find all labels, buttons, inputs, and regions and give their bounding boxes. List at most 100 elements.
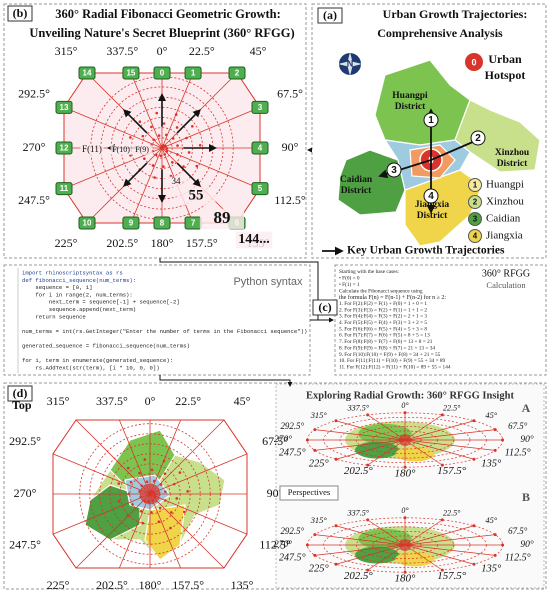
angle-label: 225°: [55, 236, 78, 250]
calc-line: 2. For F(3):F(3) = F(2) + F(1) = 1 + 1 =…: [339, 306, 427, 313]
district-label: Huangpi: [392, 91, 428, 101]
spiral-dot: [163, 472, 167, 475]
grid-ray: [404, 439, 475, 460]
grid-ray: [75, 419, 151, 495]
hotspot-core: [399, 539, 411, 551]
legend-label: Huangpi: [486, 179, 524, 191]
angle-label: 337.5°: [347, 508, 370, 517]
node-box: [122, 216, 140, 230]
annotation: 144...: [238, 232, 270, 247]
grid-ray: [404, 519, 443, 546]
north-label: N: [347, 58, 354, 68]
spiral-dot: [158, 506, 162, 510]
spiral-dot: [175, 497, 179, 500]
trajectory-marker: [470, 130, 486, 146]
grid-node: [334, 457, 338, 461]
grid-ray: [404, 544, 443, 571]
grid-node: [501, 438, 505, 442]
angle-label: 180°: [395, 573, 417, 585]
node-label: 12: [60, 144, 69, 153]
code-line: rs.AddText(str(term), [i * 10, 0, 0]): [22, 364, 160, 371]
growth-arrow: [123, 109, 148, 134]
spiral-dot: [139, 509, 143, 513]
node-box: [55, 141, 73, 155]
angle-label: 90°: [267, 486, 284, 500]
grid-node: [313, 448, 317, 452]
angle-label: 180°: [151, 236, 174, 250]
grid-ray: [404, 420, 475, 441]
spiral-dot: [162, 459, 166, 463]
calc-line: 10. For F(11):F(11) = F(10) + F(9) = 55 …: [339, 357, 446, 364]
angle-label: 292.5°: [18, 87, 50, 101]
panel-heading: Calculation: [486, 280, 526, 290]
angle-label: 22.5°: [175, 394, 201, 408]
district-label: District: [497, 159, 528, 169]
angle-label: 180°: [139, 578, 162, 592]
spiral-dot: [175, 126, 179, 129]
grid-node: [440, 568, 444, 572]
node-box: [122, 66, 140, 80]
trajectory-marker-label: 3: [391, 165, 397, 176]
map-blob: [109, 429, 176, 486]
trajectory-marker: [386, 162, 402, 178]
spiral-dot: [164, 490, 167, 493]
spiral-dot: [145, 480, 149, 484]
grid-ray: [63, 107, 163, 149]
spiral-dot: [157, 134, 161, 137]
calc-line: • F(1) = 1: [339, 281, 360, 288]
grid-node: [493, 428, 497, 432]
code-line: sequence = [0, 1]: [22, 284, 93, 291]
angle-label: 247.5°: [279, 447, 306, 458]
grid-ray: [404, 429, 496, 441]
grid-ray: [118, 419, 151, 495]
legend-marker-label: 4: [473, 232, 478, 241]
spiral-dot: [129, 136, 132, 139]
spiral-dot: [153, 176, 157, 179]
angle-label: 90°: [520, 434, 534, 445]
spiral-dot: [129, 480, 133, 484]
angle-label: 270°: [274, 434, 292, 445]
grid-ray: [149, 453, 248, 495]
spiral-dot: [165, 150, 169, 153]
calc-line: 11. For F(12):F(12) = F(11) + F(10) = 89…: [339, 363, 451, 370]
hotspot-label: Urban: [488, 52, 522, 66]
spiral-dot: [117, 499, 121, 503]
panel-label: (b): [13, 6, 28, 20]
grid-ray: [149, 493, 225, 569]
angle-label: 22.5°: [443, 403, 461, 412]
connector: [159, 375, 293, 387]
spiral-dot: [138, 471, 141, 475]
panel-heading: 360° RFGG: [482, 268, 530, 279]
legend-marker: [468, 178, 482, 192]
annotation-bg: [176, 187, 216, 205]
legend-marker: [468, 195, 482, 209]
node-label: 13: [60, 103, 69, 112]
node-box: [55, 100, 73, 114]
angle-label: 202.5°: [344, 465, 373, 477]
node-label: 14: [83, 69, 92, 78]
angle-label: 67.5°: [277, 87, 303, 101]
grid-node: [440, 463, 444, 467]
angle-label: 247.5°: [279, 552, 306, 563]
node-box: [55, 182, 73, 196]
grid-node: [305, 438, 309, 442]
growth-arrow: [123, 162, 148, 187]
spiral-dot: [162, 165, 165, 168]
angle-label: 337.5°: [347, 403, 370, 412]
hotspot-legend-marker: [465, 53, 483, 71]
grid-ray: [335, 544, 406, 565]
hotspot-core: [140, 484, 160, 504]
spiral-dot: [163, 499, 167, 502]
grid-ray: [404, 525, 475, 546]
panel-label: (d): [13, 386, 28, 400]
grid-ray: [404, 534, 496, 546]
angle-label: 225°: [309, 458, 330, 469]
annotation: F(10): [112, 145, 130, 154]
node-box: [228, 66, 246, 80]
growth-arrow: [176, 109, 201, 134]
code-line: return sequence: [22, 313, 86, 320]
spiral-dot: [178, 471, 182, 474]
spiral-dot: [172, 482, 176, 486]
angle-label: 270°: [274, 539, 292, 550]
angle-label: 0°: [401, 506, 409, 515]
